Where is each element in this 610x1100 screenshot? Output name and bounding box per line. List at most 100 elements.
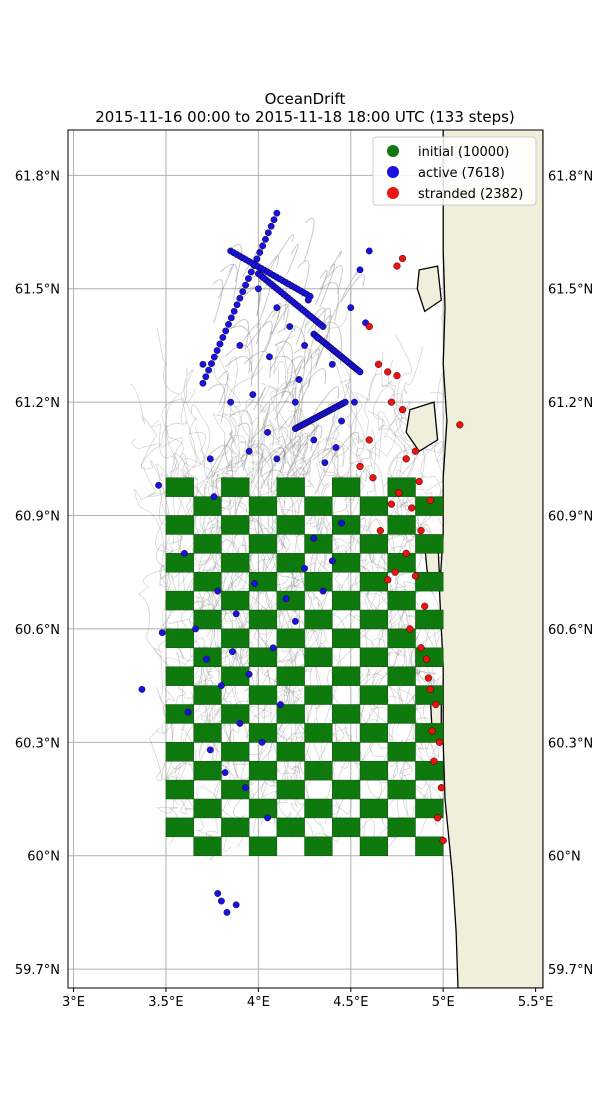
trajectory-path (347, 352, 393, 496)
trajectory-path (213, 346, 237, 509)
initial-cell (193, 496, 222, 516)
active-point (227, 398, 235, 406)
y-tick-label-left: 61.8°N (15, 169, 60, 184)
initial-cell (387, 553, 416, 573)
initial-positions (165, 477, 444, 856)
trajectory-path (240, 546, 273, 660)
trajectory-path (381, 384, 415, 480)
trajectory-path (314, 334, 328, 355)
active-point (219, 334, 227, 341)
trajectory-path (270, 335, 297, 493)
active-point (214, 587, 222, 595)
trajectory-path (243, 350, 272, 378)
initial-cell (276, 704, 305, 724)
active-point (259, 242, 267, 250)
x-tick-label: 3.5°E (148, 995, 183, 1010)
initial-cell (415, 836, 444, 856)
stranded-point (439, 836, 447, 845)
active-point (245, 275, 252, 282)
active-point (267, 222, 275, 230)
trajectory-path (218, 370, 229, 406)
trajectory-path (314, 323, 331, 370)
initial-cell (332, 817, 361, 838)
initial-cell (387, 779, 416, 800)
initial-cell (387, 590, 416, 611)
stranded-point (434, 814, 442, 822)
trajectory-path (205, 436, 234, 479)
active-point (266, 353, 273, 361)
x-tick-label: 5°E (432, 995, 455, 1010)
trajectory-path (368, 588, 411, 720)
active-point (208, 360, 215, 368)
initial-cell (276, 779, 305, 800)
trajectory-path (237, 422, 251, 471)
active-point (269, 644, 277, 652)
trajectory-path (205, 444, 233, 472)
trajectory-path (222, 365, 263, 497)
active-point (249, 391, 257, 398)
initial-cell (304, 760, 333, 781)
trajectory-path (242, 323, 261, 345)
trajectory-path (295, 459, 312, 482)
trajectory-path (210, 356, 238, 521)
stranded-point (422, 655, 431, 663)
initial-cell (248, 534, 278, 554)
active-point (291, 398, 299, 406)
initial-cell (304, 798, 333, 819)
trajectory-path (207, 383, 226, 423)
active-point (341, 398, 349, 406)
active-point (277, 701, 284, 708)
trajectory-path (297, 260, 310, 298)
trajectory-path (271, 304, 289, 331)
stranded-point (365, 436, 373, 444)
active-point (245, 447, 253, 455)
trajectory-path (241, 439, 256, 468)
active-point (304, 296, 312, 304)
trajectory-path (318, 445, 345, 467)
active-point (328, 557, 336, 565)
trajectory-path (264, 499, 298, 586)
initial-cell (165, 590, 194, 611)
trajectory-path (229, 410, 253, 451)
active-point (273, 209, 281, 217)
trajectory-path (296, 425, 323, 453)
trajectory-path (251, 330, 273, 379)
trajectory-path (321, 282, 340, 321)
stranded-point (408, 504, 416, 512)
active-point (254, 285, 262, 293)
initial-cell (387, 742, 416, 762)
stranded-point (374, 360, 383, 368)
trajectory-path (330, 432, 360, 461)
active-point (218, 897, 225, 905)
initial-cell (304, 496, 333, 516)
stranded-point (406, 625, 414, 633)
trajectory-path (286, 243, 299, 275)
active-point (155, 481, 162, 489)
trajectory-path (273, 347, 316, 489)
legend-box (372, 136, 537, 206)
initial-cell (165, 817, 194, 838)
active-point (206, 746, 214, 754)
y-tick-label-left: 60°N (27, 850, 60, 865)
trajectory-path (278, 441, 300, 465)
trajectory-path (286, 379, 304, 425)
initial-cell (165, 628, 194, 649)
active-point (264, 814, 272, 822)
initial-cell (304, 571, 333, 592)
initial-cell (359, 571, 388, 592)
trajectory-path (224, 344, 251, 374)
trajectory-path (260, 676, 292, 830)
trajectory-path (274, 319, 320, 504)
active-point (216, 340, 224, 348)
trajectory-path (302, 480, 339, 613)
active-point (230, 307, 238, 315)
active-point (232, 610, 240, 618)
trajectory-path (154, 564, 188, 666)
initial-cell (359, 760, 388, 781)
initial-cell (332, 742, 361, 762)
active-point (232, 901, 240, 909)
initial-cell (387, 704, 416, 724)
active-point (210, 493, 218, 501)
trajectory-path (298, 368, 327, 393)
initial-cell (276, 817, 305, 838)
